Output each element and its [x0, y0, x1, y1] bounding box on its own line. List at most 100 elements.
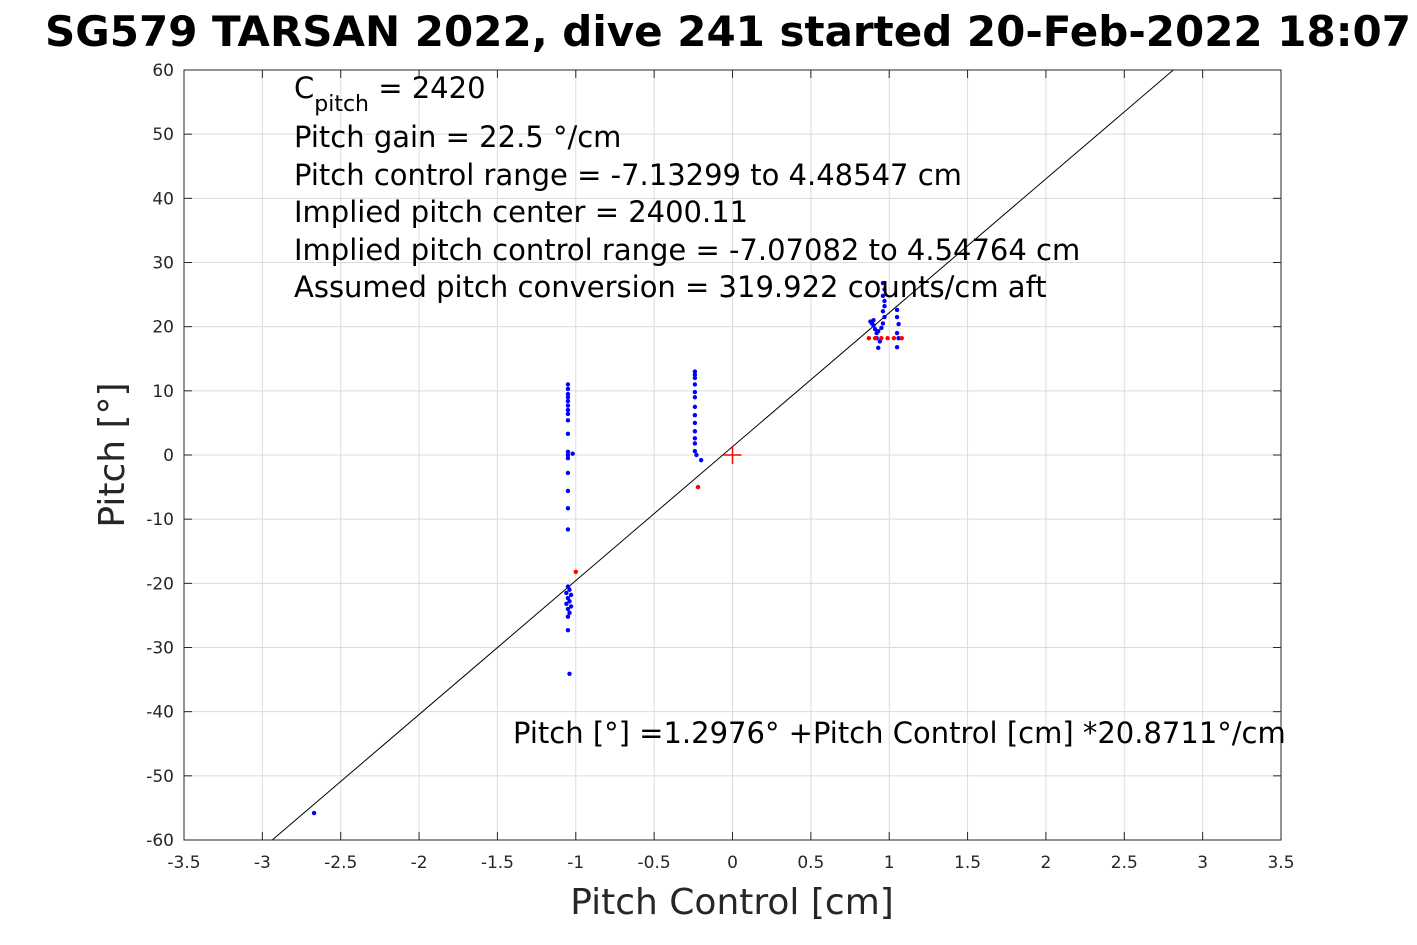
data-point — [894, 314, 900, 320]
data-point — [880, 321, 886, 326]
x-tick-label: 0 — [727, 853, 738, 873]
data-point — [882, 298, 887, 304]
data-point — [692, 395, 698, 400]
annotation-pitch-control-range: Pitch control range = -7.13299 to 4.4854… — [294, 158, 962, 192]
data-point — [564, 590, 569, 596]
data-point — [565, 527, 571, 532]
data-point — [871, 318, 876, 323]
x-tick-label: 2.5 — [1111, 853, 1138, 873]
data-point — [565, 614, 571, 619]
x-tick-label: 2 — [1041, 853, 1052, 873]
data-point — [880, 280, 886, 286]
cpitch-symbol: C — [294, 71, 314, 105]
x-tick-labels: -3.5 -3 -2.5 -2 -1.5 -1 -0.5 0 0.5 1 1.5 2 2.5 3 3.5 — [167, 853, 1294, 873]
data-point — [882, 303, 887, 309]
data-point — [866, 336, 872, 341]
grid-lines — [183, 69, 1282, 841]
cpitch-value: = 2420 — [369, 71, 486, 105]
data-point — [311, 810, 317, 816]
data-point — [692, 436, 698, 441]
x-tick-label: 1.5 — [954, 853, 981, 873]
y-tick-label: -30 — [146, 639, 174, 659]
y-tick-label: 40 — [152, 189, 174, 209]
data-point — [692, 429, 698, 434]
data-point — [692, 372, 698, 377]
data-point — [565, 627, 571, 633]
data-point — [565, 488, 571, 494]
annotation-implied-pitch-center: Implied pitch center = 2400.11 — [294, 195, 748, 229]
y-tick-label: 20 — [152, 318, 174, 338]
data-point — [565, 470, 571, 476]
x-tick-label: -3.5 — [167, 853, 200, 873]
data-point — [880, 309, 886, 314]
data-point — [565, 606, 571, 612]
y-tick-label: -40 — [146, 703, 174, 723]
data-point — [565, 403, 571, 408]
x-tick-label: -2 — [411, 853, 428, 873]
y-tick-label: 0 — [163, 446, 174, 466]
y-tick-labels: -60 -50 -40 -30 -20 -10 0 10 20 30 40 50 60 — [146, 61, 174, 851]
data-point — [899, 336, 904, 341]
data-point — [692, 441, 698, 446]
y-tick-label: 50 — [152, 125, 174, 145]
data-point — [564, 601, 569, 607]
data-point — [568, 604, 574, 609]
annotation-cpitch: Cpitch = 2420 — [294, 71, 486, 117]
data-point — [698, 457, 704, 463]
data-point — [565, 456, 571, 461]
data-point — [567, 599, 572, 604]
data-point — [565, 449, 571, 454]
data-point — [692, 448, 698, 454]
fit-line-group — [271, 69, 1174, 841]
data-point — [567, 671, 572, 677]
data-point — [876, 328, 881, 334]
data-point — [692, 404, 698, 410]
data-point — [565, 506, 571, 511]
cpitch-subscript: pitch — [314, 92, 369, 117]
x-tick-label: 0.5 — [797, 853, 824, 873]
data-point — [872, 336, 878, 341]
y-tick-label: -60 — [146, 831, 174, 851]
data-point — [570, 451, 575, 456]
x-tick-label: -2.5 — [324, 853, 357, 873]
data-point — [565, 391, 571, 397]
data-point — [565, 386, 571, 392]
data-point — [568, 592, 574, 598]
data-point — [894, 307, 900, 313]
x-tick-label: 1 — [884, 853, 895, 873]
data-point — [692, 375, 698, 381]
annotation-pitch-conversion: Assumed pitch conversion = 319.922 count… — [294, 270, 1047, 304]
data-point — [565, 431, 571, 437]
data-point — [692, 413, 698, 418]
data-point — [692, 420, 698, 426]
center-marker-group — [723, 446, 742, 464]
data-point — [565, 411, 571, 417]
y-tick-label: -20 — [146, 574, 174, 594]
data-point — [565, 418, 571, 423]
x-tick-label: -0.5 — [638, 853, 671, 873]
data-point — [894, 330, 900, 336]
data-point — [565, 407, 571, 413]
x-axis-label: Pitch Control [cm] — [570, 882, 894, 923]
data-point — [882, 287, 887, 292]
data-point — [567, 587, 572, 592]
data-points — [311, 280, 904, 816]
data-point — [896, 336, 901, 341]
y-axis-label: Pitch [°] — [92, 382, 133, 527]
x-tick-label: 3 — [1197, 853, 1208, 873]
x-tick-label: 3.5 — [1267, 853, 1294, 873]
data-point — [879, 336, 884, 341]
data-point — [879, 325, 884, 331]
x-tick-label: -1 — [567, 853, 584, 873]
annotation-implied-control-range: Implied pitch control range = -7.07082 t… — [294, 233, 1080, 267]
data-point — [565, 452, 571, 458]
data-point — [891, 336, 897, 341]
y-tick-label: 10 — [152, 382, 174, 402]
data-point — [692, 382, 698, 387]
y-tick-label: -10 — [146, 510, 174, 530]
data-point — [565, 395, 571, 400]
fit-line — [271, 69, 1174, 841]
data-point — [694, 452, 699, 458]
data-point — [565, 398, 571, 404]
